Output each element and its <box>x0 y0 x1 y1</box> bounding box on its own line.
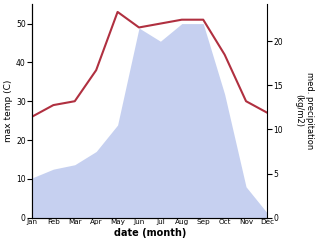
Y-axis label: max temp (C): max temp (C) <box>4 80 13 142</box>
Y-axis label: med. precipitation
(kg/m2): med. precipitation (kg/m2) <box>294 72 314 150</box>
X-axis label: date (month): date (month) <box>114 228 186 238</box>
